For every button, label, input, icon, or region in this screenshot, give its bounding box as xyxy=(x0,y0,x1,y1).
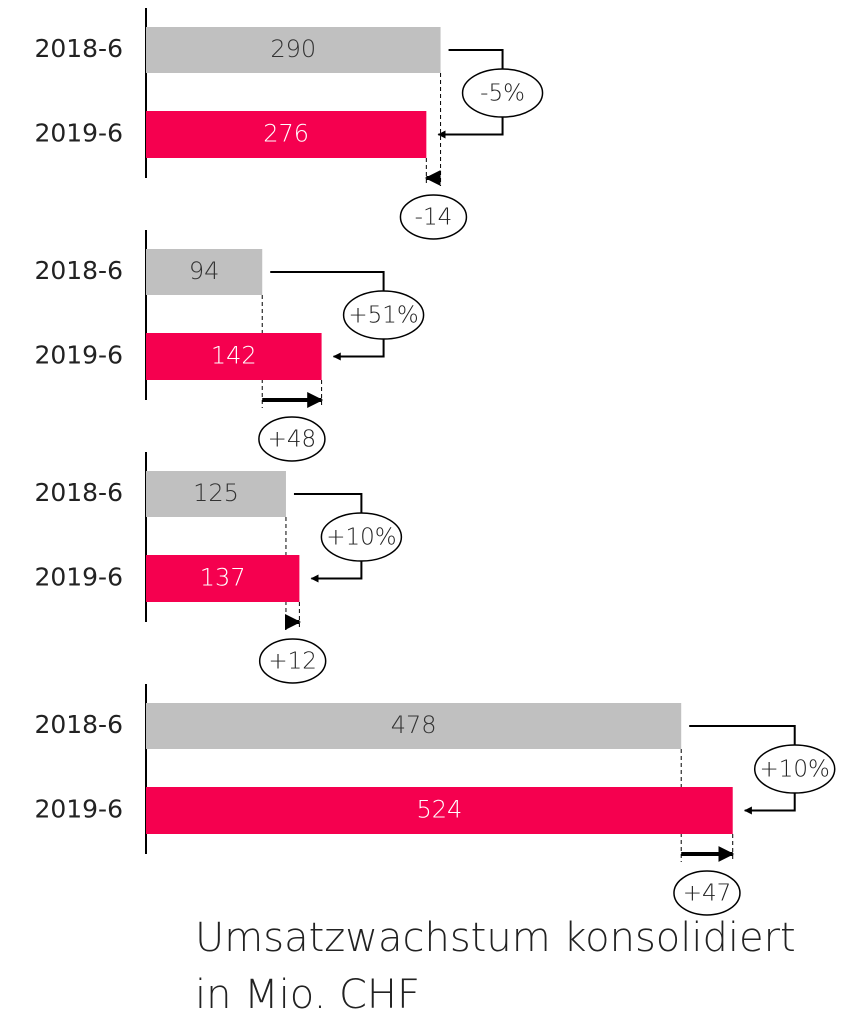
bar xyxy=(146,555,300,602)
title-line: in Mio. CHF xyxy=(195,972,420,1015)
value-label: 137 xyxy=(200,564,246,592)
bar xyxy=(146,703,682,749)
value-label: 142 xyxy=(211,342,257,370)
value-label: 276 xyxy=(263,120,309,148)
abs-bubble xyxy=(258,416,326,462)
value-label: 94 xyxy=(189,257,220,285)
bar xyxy=(146,27,441,73)
pct-bubble xyxy=(342,290,425,340)
category-label: 2018-6 xyxy=(34,478,123,507)
pct-bubble xyxy=(753,744,836,794)
abs-label: -14 xyxy=(415,205,453,231)
value-label: 524 xyxy=(416,796,462,824)
pct-label: -5% xyxy=(480,81,525,107)
abs-label: +12 xyxy=(268,649,317,675)
value-label: 125 xyxy=(193,479,239,507)
value-label: 478 xyxy=(391,711,437,739)
pct-bubble xyxy=(320,512,403,562)
abs-label: +48 xyxy=(268,427,317,453)
pct-bubble xyxy=(461,68,544,118)
category-label: 2019-6 xyxy=(34,341,123,370)
category-label: 2019-6 xyxy=(34,563,123,592)
pct-label: +51% xyxy=(348,303,418,329)
bar xyxy=(146,333,322,380)
abs-label: +47 xyxy=(683,881,732,907)
title-line: Umsatzwachstum konsolidiert xyxy=(195,915,796,961)
pct-label: +10% xyxy=(760,757,830,783)
category-label: 2018-6 xyxy=(34,256,123,285)
category-label: 2018-6 xyxy=(34,710,123,739)
bar xyxy=(146,787,733,834)
category-label: 2019-6 xyxy=(34,795,123,824)
pct-label: +10% xyxy=(326,525,396,551)
abs-bubble xyxy=(673,870,741,916)
value-label: 290 xyxy=(270,35,316,63)
bar xyxy=(146,471,286,517)
category-label: 2018-6 xyxy=(34,34,123,63)
bar xyxy=(146,111,427,158)
abs-bubble xyxy=(399,194,468,240)
abs-bubble xyxy=(258,638,327,684)
bar xyxy=(146,249,263,295)
category-label: 2019-6 xyxy=(34,119,123,148)
